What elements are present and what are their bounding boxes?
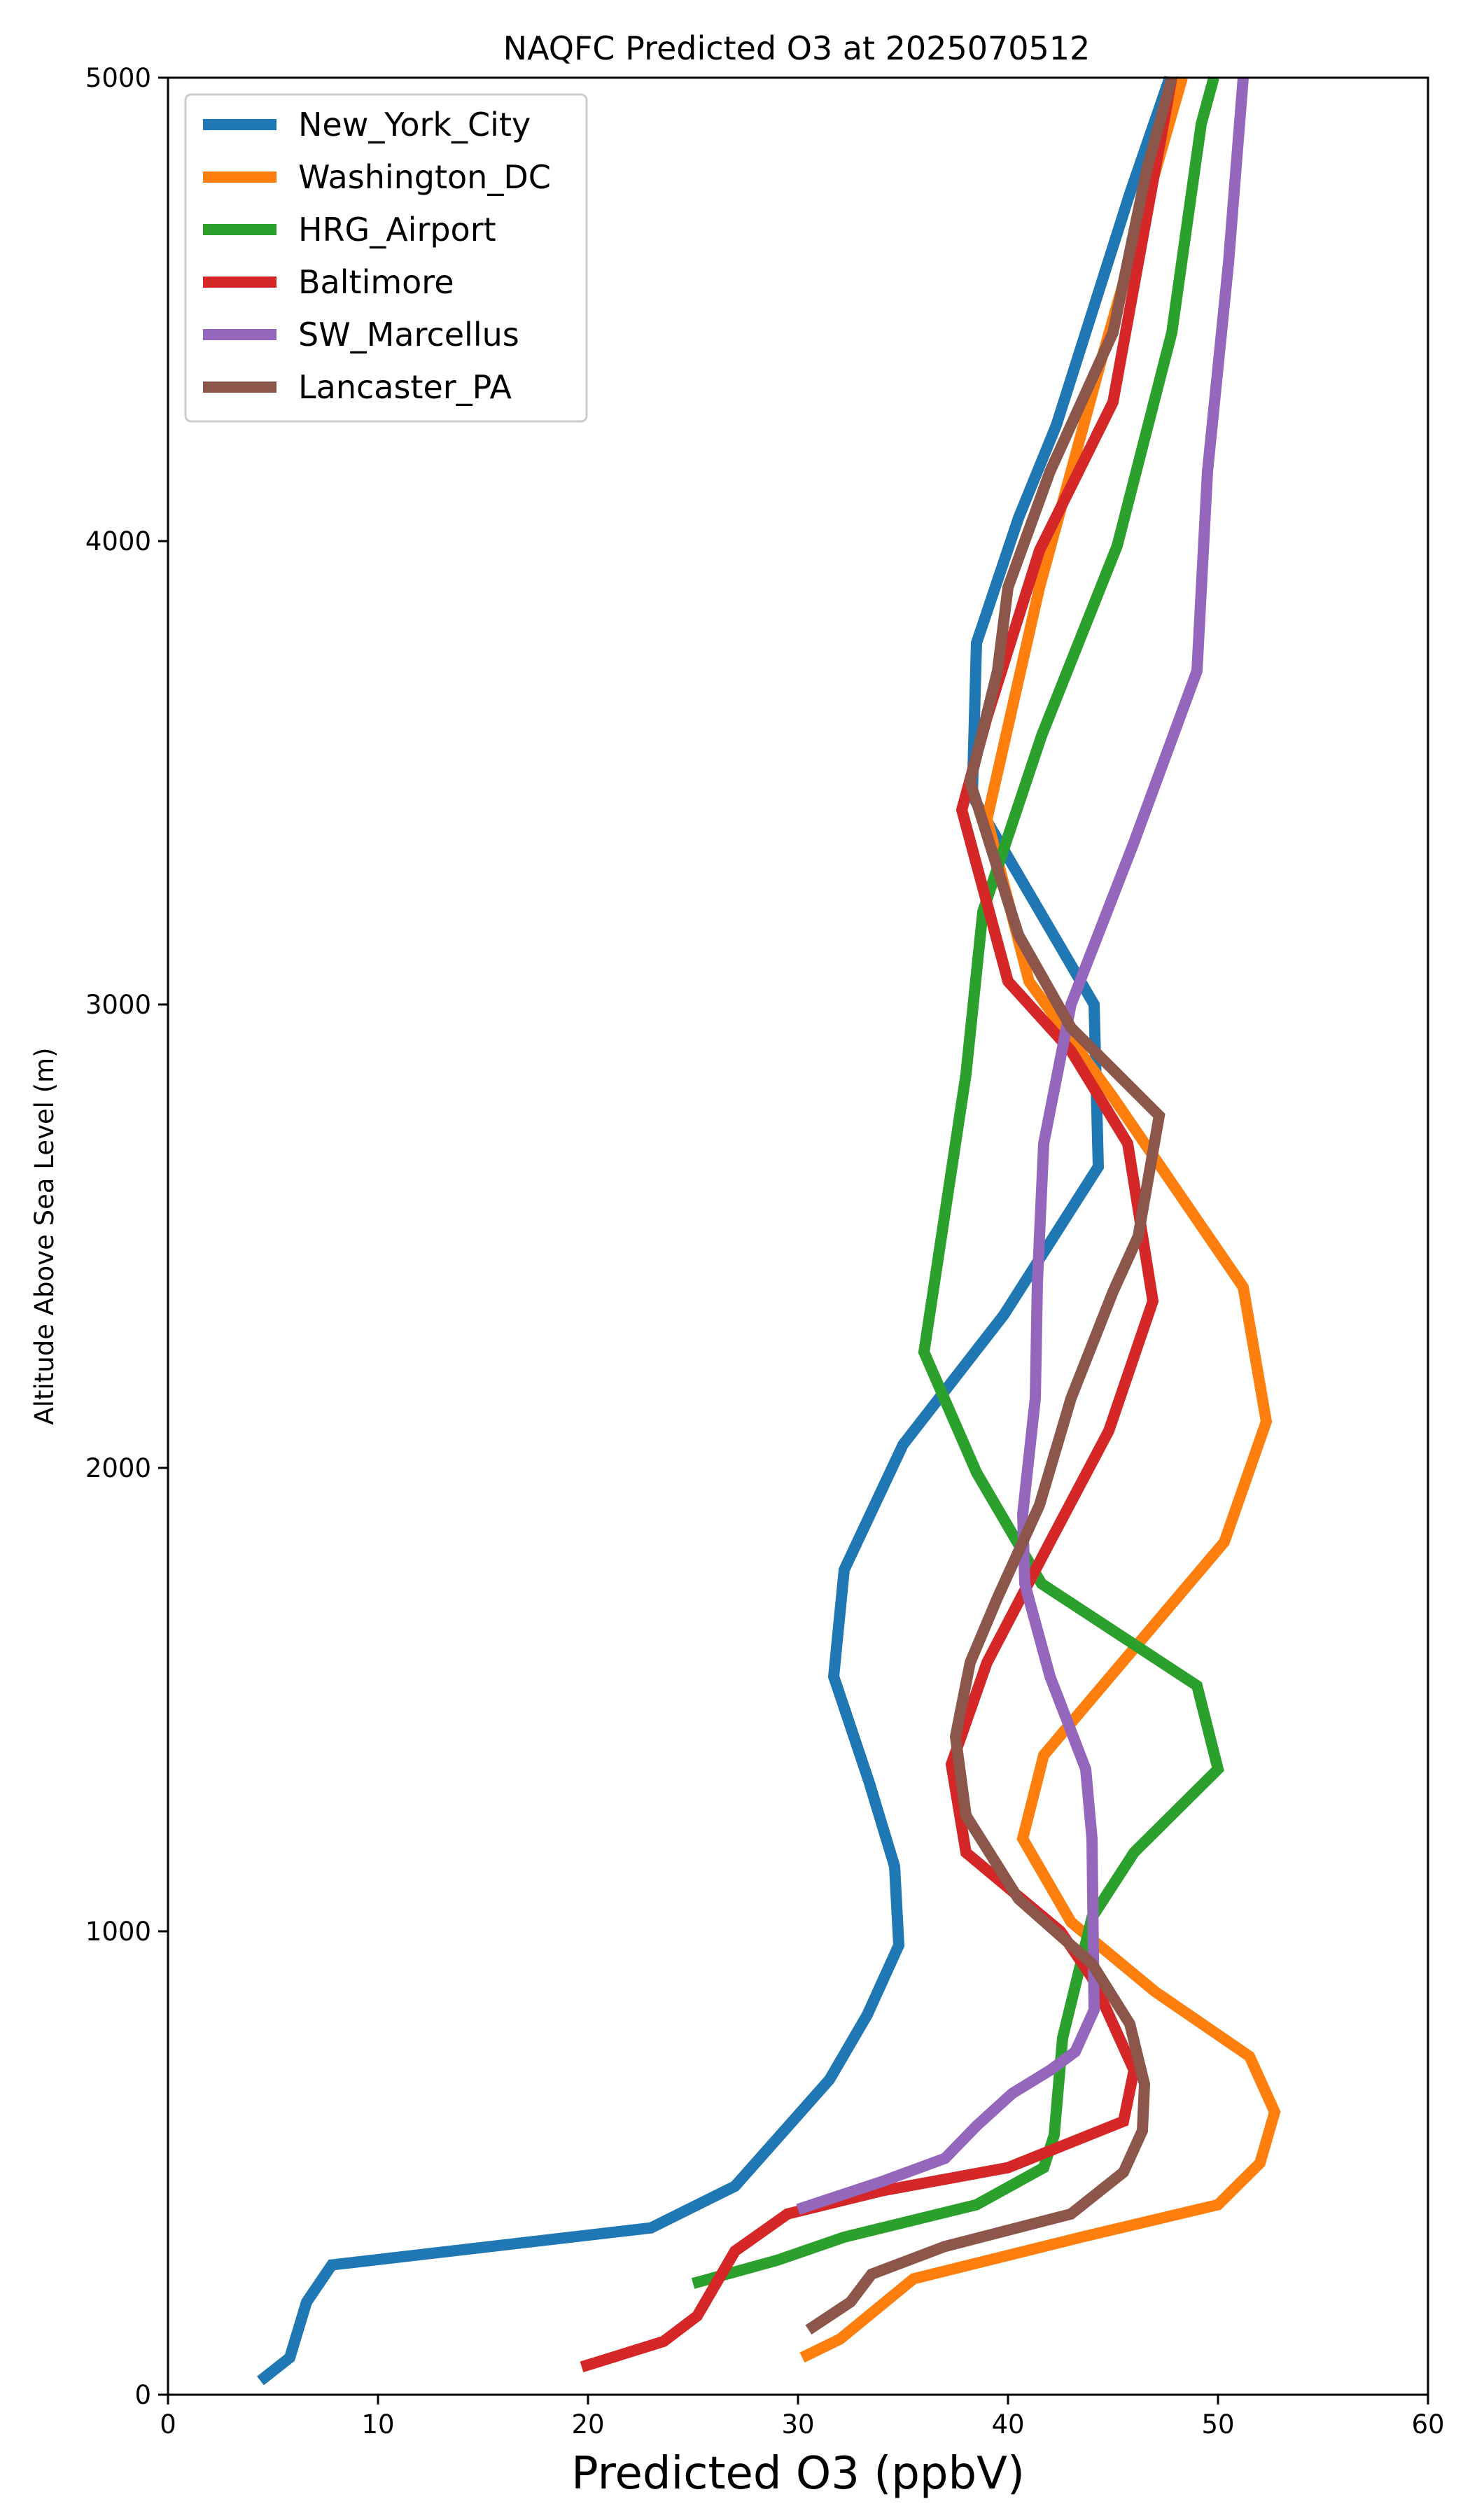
legend: New_York_City Washington_DC HRG_Airport Bal… [184, 93, 588, 423]
x-tick-label: 40 [991, 2409, 1024, 2440]
legend-label: New_York_City [298, 106, 531, 144]
y-tick-label: 3000 [85, 990, 151, 1020]
legend-label: SW_Marcellus [298, 316, 519, 354]
x-tick-label: 50 [1201, 2409, 1234, 2440]
legend-label: HRG_Airport [298, 211, 496, 248]
y-axis-ticks: 0 1000 2000 3000 4000 5000 [85, 63, 168, 2410]
series-line-lancaster-pa [805, 76, 1177, 2334]
x-tick-label: 20 [571, 2409, 604, 2440]
legend-label: Lancaster_PA [298, 368, 512, 406]
x-axis-label: Predicted O3 (ppbV) [571, 2448, 1025, 2500]
legend-items: New_York_City Washington_DC HRG_Airport Bal… [203, 106, 551, 406]
y-tick-label: 4000 [85, 526, 151, 556]
x-tick-label: 0 [160, 2409, 176, 2440]
y-tick-label: 1000 [85, 1917, 151, 1947]
series-line-hrg-airport [691, 76, 1224, 2289]
x-tick-label: 10 [361, 2409, 394, 2440]
legend-frame [184, 93, 588, 423]
legend-label: Washington_DC [298, 158, 551, 196]
legend-label: Baltimore [298, 263, 454, 301]
x-axis-ticks: 0 10 20 30 40 50 60 [160, 2395, 1445, 2440]
series-layer [257, 76, 1281, 2386]
y-tick-label: 5000 [85, 63, 151, 93]
series-line-sw-marcellus [796, 77, 1249, 2215]
series-line-new-york-city [257, 76, 1175, 2386]
x-tick-label: 30 [781, 2409, 814, 2440]
y-tick-label: 0 [134, 2380, 151, 2410]
y-axis-label: Altitude Above Sea Level (m) [29, 1047, 59, 1424]
chart-title: NAQFC Predicted O3 at 2025070512 [503, 29, 1091, 67]
y-tick-label: 2000 [85, 1453, 151, 1483]
x-tick-label: 60 [1411, 2409, 1444, 2440]
